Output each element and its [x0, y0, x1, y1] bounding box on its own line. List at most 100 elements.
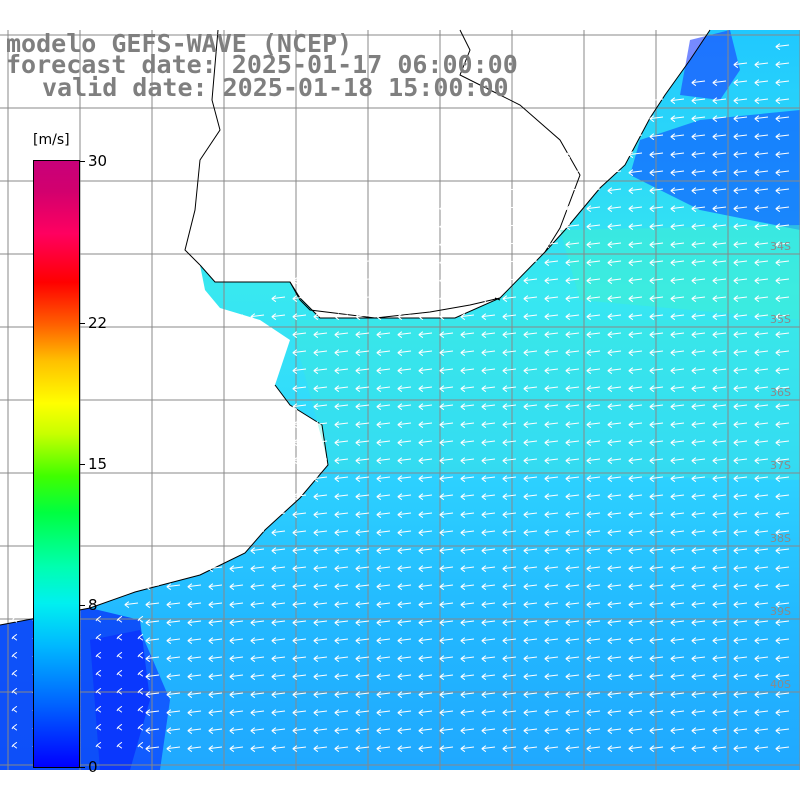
wind-arrow — [313, 350, 328, 354]
wind-arrow — [313, 512, 328, 516]
wind-arrow — [397, 566, 412, 570]
wind-arrow-head — [628, 133, 634, 141]
wind-arrow — [586, 170, 601, 174]
wind-arrow-head — [502, 187, 508, 195]
wind-arrow — [607, 188, 622, 192]
wind-arrow — [376, 566, 391, 570]
wind-arrow-head — [733, 61, 739, 69]
wind-arrow-head — [439, 529, 445, 537]
wind-arrow — [775, 620, 790, 624]
wind-arrow-head — [670, 187, 676, 195]
wind-arrow — [691, 728, 706, 732]
wind-arrow-head — [544, 223, 550, 231]
wind-arrow — [607, 566, 622, 570]
wind-arrow — [124, 602, 139, 606]
wind-arrow-head — [649, 313, 655, 321]
wind-arrow — [586, 278, 601, 282]
wind-arrow — [691, 584, 706, 588]
wind-arrow — [229, 674, 244, 678]
wind-arrow — [418, 620, 433, 624]
wind-arrow — [208, 656, 223, 660]
wind-arrow-head — [376, 277, 382, 285]
wind-arrow-head — [544, 259, 550, 267]
wind-arrow-head — [691, 385, 697, 393]
wind-arrow — [397, 548, 412, 552]
wind-arrow-head — [96, 669, 102, 677]
wind-arrow — [649, 278, 664, 282]
wind-arrow-head — [523, 385, 529, 393]
wind-arrow-head — [208, 655, 214, 663]
wind-arrow-head — [733, 133, 739, 141]
wind-arrow-head — [649, 277, 655, 285]
wind-arrow — [775, 710, 790, 714]
wind-arrow-head — [649, 205, 655, 213]
wind-arrow — [439, 368, 454, 372]
wind-arrow-head — [334, 313, 340, 321]
wind-arrow — [145, 710, 160, 714]
wind-arrow-head — [313, 403, 319, 411]
wind-arrow-head — [628, 493, 634, 501]
wind-arrow — [607, 278, 622, 282]
wind-arrow-head — [418, 403, 424, 411]
wind-arrow-head — [376, 601, 382, 609]
wind-arrow — [460, 656, 475, 660]
wind-arrow-head — [481, 205, 487, 213]
colorbar-tick — [79, 767, 85, 768]
wind-arrow — [607, 602, 622, 606]
wind-arrow-head — [565, 403, 571, 411]
wind-arrow-head — [439, 205, 445, 213]
wind-arrow — [691, 638, 706, 642]
wind-arrow-head — [229, 313, 235, 321]
wind-arrow — [523, 314, 538, 318]
wind-arrow — [649, 296, 664, 300]
colorbar-tick-label: 0 — [88, 758, 98, 776]
wind-arrow-head — [712, 385, 718, 393]
wind-arrow-head — [439, 673, 445, 681]
wind-arrow — [733, 710, 748, 714]
wind-arrow-head — [355, 565, 361, 573]
wind-arrow — [565, 260, 580, 264]
wind-arrow-head — [481, 565, 487, 573]
wind-arrow — [187, 566, 202, 570]
wind-arrow-head — [229, 673, 235, 681]
wind-arrow — [355, 494, 370, 498]
wind-arrow — [670, 332, 685, 336]
wind-arrow-head — [355, 349, 361, 357]
wind-arrow-head — [334, 727, 340, 735]
wind-arrow-head — [565, 475, 571, 483]
latitude-label: 38S — [770, 532, 791, 545]
wind-arrow-head — [733, 313, 739, 321]
wind-arrow — [439, 260, 454, 264]
wind-arrow — [670, 476, 685, 480]
wind-arrow-head — [565, 349, 571, 357]
wind-arrow-head — [460, 205, 466, 213]
wind-arrow-head — [460, 457, 466, 465]
wind-arrow — [355, 476, 370, 480]
wind-arrow-head — [439, 565, 445, 573]
wind-arrow — [334, 476, 349, 480]
wind-arrow — [628, 746, 643, 750]
wind-arrow — [418, 332, 433, 336]
wind-arrow — [586, 260, 601, 264]
wind-arrow-head — [586, 565, 592, 573]
wind-arrow-head — [439, 619, 445, 627]
wind-arrow — [334, 656, 349, 660]
wind-arrow — [775, 332, 790, 336]
wind-arrow-head — [208, 709, 214, 717]
wind-arrow-head — [775, 61, 781, 69]
wind-arrow — [607, 422, 622, 426]
wind-arrow-head — [502, 619, 508, 627]
wind-arrow-head — [733, 709, 739, 717]
wind-arrow — [313, 278, 328, 282]
wind-arrow — [691, 692, 706, 696]
wind-arrow-head — [502, 691, 508, 699]
wind-arrow-head — [481, 349, 487, 357]
wind-arrow-head — [607, 601, 613, 609]
wind-arrow-head — [523, 727, 529, 735]
wind-arrow-head — [418, 637, 424, 645]
wind-arrow — [418, 368, 433, 372]
wind-arrow — [691, 494, 706, 498]
wind-arrow — [292, 278, 307, 282]
wind-arrow — [523, 350, 538, 354]
wind-arrow — [733, 98, 748, 102]
